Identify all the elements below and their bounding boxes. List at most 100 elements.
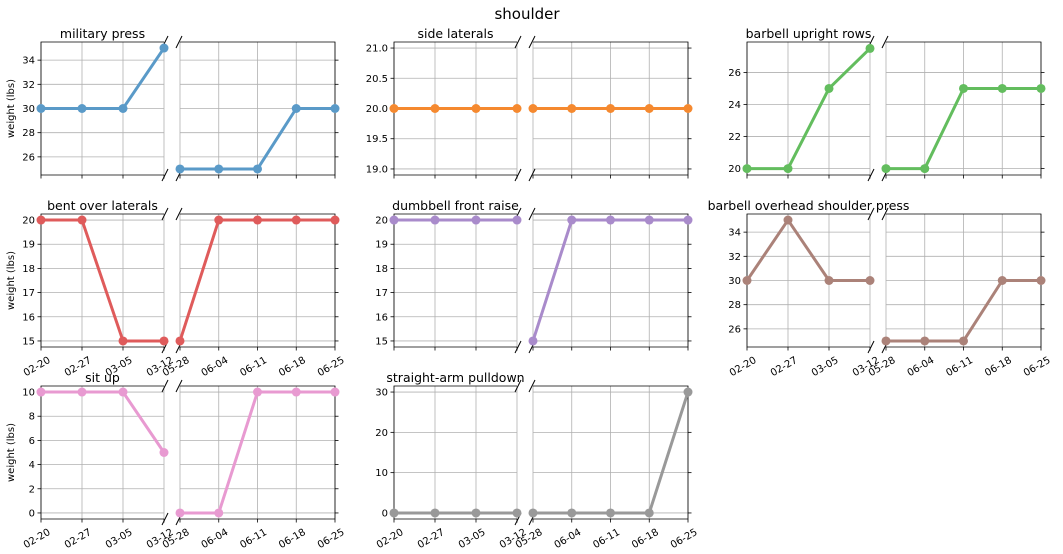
axis-break-mark: [867, 340, 875, 354]
data-point: [330, 104, 340, 113]
data-point: [175, 336, 185, 346]
y-axis-label: weight (lbs): [6, 423, 17, 482]
y-axis-label: weight (lbs): [6, 251, 17, 310]
x-tick-label: 06-04: [553, 527, 584, 551]
y-tick-label: 0: [382, 508, 388, 519]
axis-break-mark: [161, 512, 169, 526]
panel-military-press: 26 28 30 32 34 military press weight (lbs): [6, 26, 340, 182]
data-point: [159, 43, 169, 53]
x-tick-label: 06-04: [906, 355, 937, 379]
y-tick-label: 10: [22, 388, 35, 399]
data-point: [920, 164, 930, 174]
data-point: [881, 164, 891, 174]
data-point: [742, 276, 752, 285]
data-point: [253, 215, 262, 225]
y-tick-label: 28: [22, 128, 35, 139]
x-tick-label: 02-27: [769, 355, 800, 379]
y-tick-label: 30: [375, 388, 388, 399]
data-point: [959, 83, 968, 93]
data-point: [159, 448, 169, 457]
data-point: [430, 104, 440, 113]
data-point: [997, 276, 1007, 285]
data-point: [118, 336, 128, 346]
x-tick-label: 02-27: [416, 527, 447, 551]
axis-break-mark: [175, 35, 183, 49]
y-tick-label: 20: [375, 428, 388, 439]
y-tick-label: 26: [728, 324, 741, 335]
y-tick-label: 4: [29, 460, 35, 471]
data-point: [291, 104, 301, 113]
data-point: [175, 508, 185, 518]
data-point: [881, 336, 891, 346]
data-point: [36, 215, 46, 225]
axis-break-mark: [514, 340, 522, 354]
data-point: [471, 508, 481, 518]
y-tick-label: 8: [29, 412, 35, 423]
data-point: [118, 104, 128, 113]
panel-title: bent over laterals: [47, 198, 158, 213]
data-point: [159, 336, 169, 346]
data-point: [430, 508, 440, 518]
y-tick-label: 19.5: [366, 134, 388, 145]
y-tick-label: 20: [728, 164, 741, 175]
data-point: [920, 336, 930, 346]
x-tick-label: 06-11: [238, 355, 269, 379]
axis-break-mark: [867, 168, 875, 182]
y-tick-label: 22: [728, 132, 741, 143]
y-tick-label: 20: [22, 216, 35, 227]
y-tick-label: 18: [22, 264, 35, 275]
x-tick-label: 06-25: [316, 355, 347, 379]
data-point: [77, 104, 87, 113]
data-point: [824, 83, 834, 93]
data-point: [865, 43, 875, 53]
data-point: [77, 215, 87, 225]
x-tick-label: 06-11: [238, 527, 269, 551]
data-point: [471, 215, 481, 225]
y-tick-label: 10: [375, 468, 388, 479]
x-tick-label: 06-18: [983, 355, 1014, 379]
data-point: [606, 508, 615, 518]
data-point: [253, 164, 262, 174]
y-tick-label: 19.0: [366, 164, 388, 175]
data-point: [291, 215, 301, 225]
data-point: [512, 104, 522, 113]
data-point: [606, 215, 615, 225]
y-tick-label: 24: [728, 100, 741, 111]
x-tick-label: 06-25: [669, 527, 700, 551]
data-point: [567, 215, 577, 225]
data-point: [683, 104, 693, 113]
y-tick-label: 26: [728, 68, 741, 79]
y-tick-label: 30: [728, 276, 741, 287]
data-point: [528, 336, 538, 346]
data-point: [389, 508, 399, 518]
data-point: [175, 164, 185, 174]
x-tick-label: 06-18: [277, 527, 308, 551]
data-point: [36, 387, 46, 397]
y-tick-label: 15: [22, 336, 35, 347]
axis-break-mark: [175, 207, 183, 221]
panel-title: side laterals: [417, 26, 493, 41]
data-point: [118, 387, 128, 397]
y-tick-label: 32: [728, 252, 741, 263]
left-axes-frame: [393, 385, 517, 520]
y-tick-label: 20.0: [366, 104, 388, 115]
y-tick-label: 26: [22, 152, 35, 163]
data-point: [77, 387, 87, 397]
left-axes-frame: [746, 41, 870, 176]
series-line-left: [41, 47, 166, 110]
y-tick-label: 20: [375, 216, 388, 227]
data-point: [865, 276, 875, 285]
x-tick-label: 02-20: [22, 527, 53, 551]
x-tick-label: 02-20: [22, 355, 53, 379]
y-tick-label: 0: [29, 508, 35, 519]
data-point: [683, 387, 693, 397]
axis-break-mark: [514, 168, 522, 182]
data-point: [512, 508, 522, 518]
y-tick-label: 30: [22, 104, 35, 115]
data-point: [512, 215, 522, 225]
y-tick-label: 20.5: [366, 74, 388, 85]
y-tick-label: 19: [375, 240, 388, 251]
series-line-left: [41, 390, 166, 454]
